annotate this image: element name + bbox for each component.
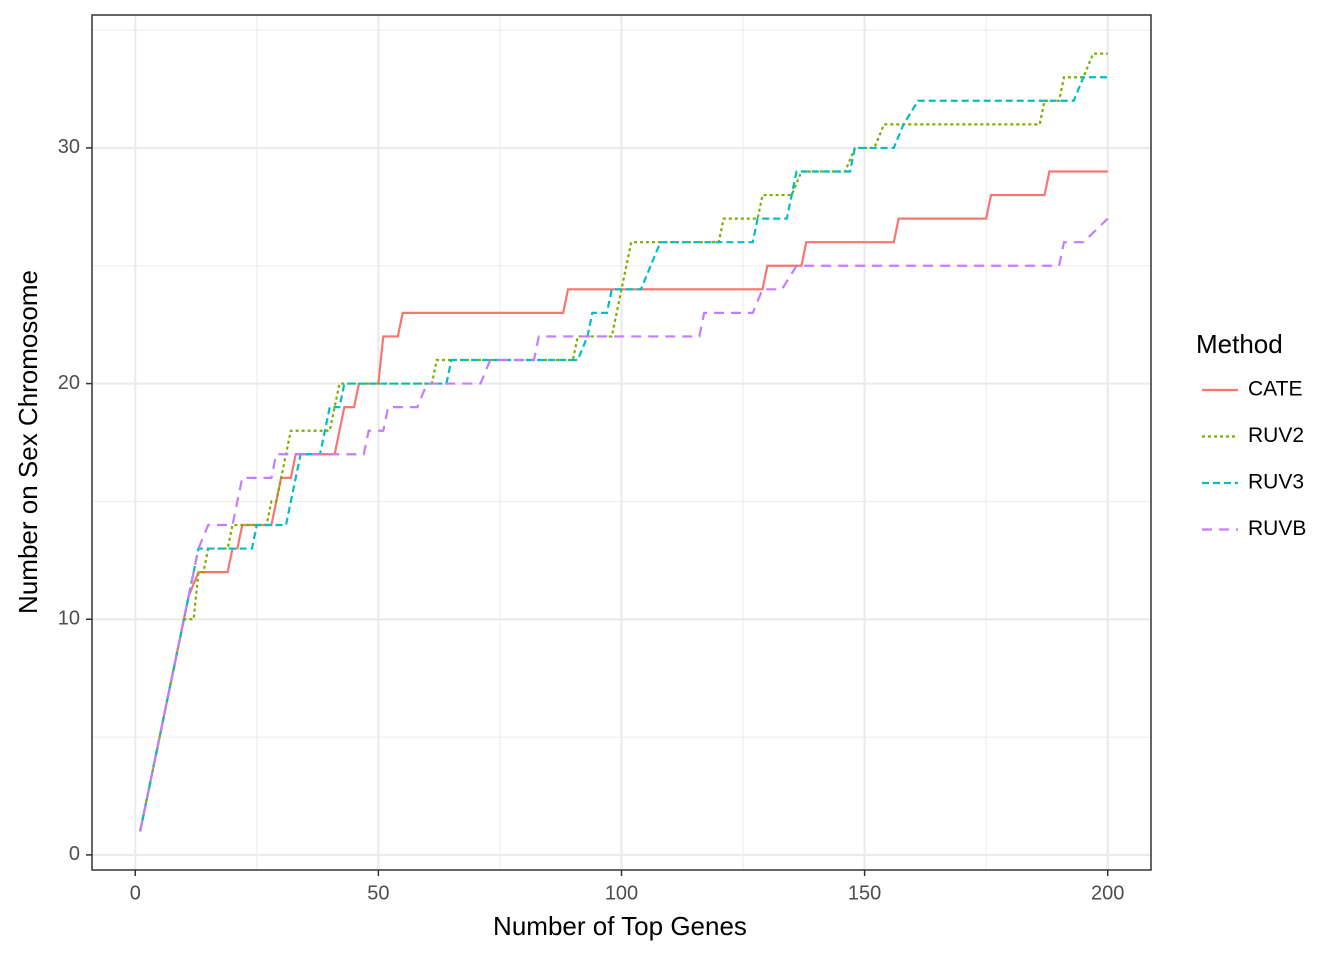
x-axis-label: Number of Top Genes (493, 911, 747, 941)
data-line (139, 217, 1109, 832)
y-axis-label: Number on Sex Chromosome (13, 270, 43, 614)
data-line (139, 76, 1108, 832)
y-tick-label: 20 (58, 372, 80, 394)
x-tick-label: 200 (1091, 882, 1124, 904)
y-tick-label: 0 (69, 843, 80, 865)
x-tick-label: 150 (848, 882, 881, 904)
plot-border (91, 14, 1152, 871)
legend-label: RUVB (1248, 517, 1306, 540)
legend-title: Method (1196, 329, 1283, 359)
y-tick-label: 10 (58, 608, 80, 630)
legend-label: RUV2 (1248, 424, 1304, 447)
x-tick-label: 0 (130, 882, 141, 904)
legend-label: CATE (1248, 378, 1302, 401)
legend-label: RUV3 (1248, 471, 1304, 494)
data-line (139, 52, 1108, 832)
y-tick-label: 30 (58, 136, 80, 158)
x-tick-label: 50 (367, 882, 389, 904)
x-tick-label: 100 (605, 882, 638, 904)
